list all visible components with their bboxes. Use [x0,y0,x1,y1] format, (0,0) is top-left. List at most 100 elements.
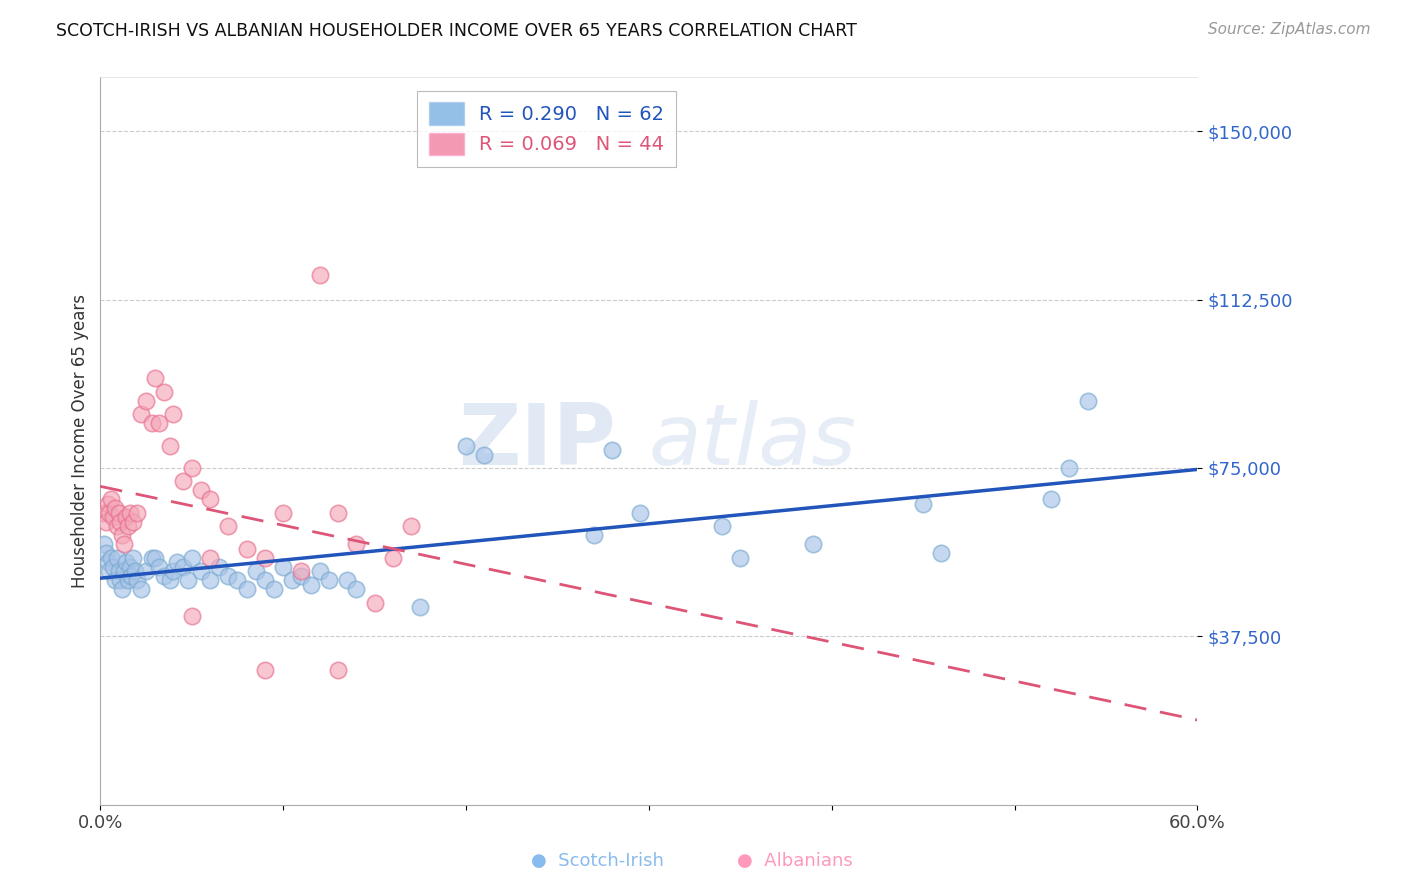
Point [104,501,127,516]
Point [135,564,157,578]
Point [253,663,276,677]
Point [122,515,145,529]
Point [299,578,322,592]
Point [472,448,495,462]
Point [162,407,184,421]
Point [281,573,304,587]
Point [177,573,200,587]
Point [100,550,122,565]
Point [235,541,257,556]
Point [97,555,120,569]
Point [111,528,134,542]
Point [271,559,294,574]
Point [180,461,202,475]
Point [217,519,239,533]
Point [308,564,330,578]
Y-axis label: Householder Income Over 65 years: Householder Income Over 65 years [72,294,89,588]
Point [263,582,285,597]
Point [730,550,752,565]
Point [235,582,257,597]
Text: ●  Scotch-Irish: ● Scotch-Irish [531,852,664,870]
Point [93,537,115,551]
Point [226,573,249,587]
Point [931,546,953,560]
Point [628,506,651,520]
Point [129,582,152,597]
Point [148,416,170,430]
Point [143,371,166,385]
Point [290,568,312,582]
Point [1077,393,1099,408]
Point [93,506,115,520]
Point [117,573,139,587]
Point [98,564,121,578]
Point [381,550,404,565]
Point [110,573,132,587]
Point [98,506,121,520]
Point [120,568,142,582]
Point [143,550,166,565]
Point [454,438,477,452]
Point [159,573,181,587]
Point [117,519,139,533]
Point [118,506,141,520]
Point [166,555,188,569]
Point [198,492,221,507]
Point [326,506,349,520]
Point [101,510,124,524]
Point [245,564,267,578]
Point [172,475,194,489]
Point [105,550,128,565]
Text: atlas: atlas [648,400,856,483]
Text: Source: ZipAtlas.com: Source: ZipAtlas.com [1208,22,1371,37]
Point [148,559,170,574]
Point [318,573,340,587]
Point [94,515,117,529]
Point [125,573,148,587]
Point [217,568,239,582]
Point [107,564,129,578]
Point [94,546,117,560]
Text: ●  Albanians: ● Albanians [737,852,852,870]
Point [172,559,194,574]
Point [107,506,129,520]
Point [308,268,330,282]
Point [135,393,157,408]
Point [290,564,312,578]
Point [912,497,935,511]
Point [208,559,231,574]
Point [112,564,135,578]
Point [153,384,176,399]
Point [711,519,734,533]
Point [125,506,148,520]
Text: ZIP: ZIP [458,400,616,483]
Point [803,537,825,551]
Point [180,550,202,565]
Point [253,550,276,565]
Point [141,550,163,565]
Point [271,506,294,520]
Point [180,609,202,624]
Point [344,582,367,597]
Point [122,550,145,565]
Point [159,438,181,452]
Point [326,663,349,677]
Point [115,510,138,524]
Point [105,519,128,533]
Point [582,528,605,542]
Point [115,555,138,569]
Point [100,492,122,507]
Point [190,564,212,578]
Point [129,407,152,421]
Point [101,559,124,574]
Point [153,568,176,582]
Point [198,573,221,587]
Text: SCOTCH-IRISH VS ALBANIAN HOUSEHOLDER INCOME OVER 65 YEARS CORRELATION CHART: SCOTCH-IRISH VS ALBANIAN HOUSEHOLDER INC… [56,22,858,40]
Point [112,537,135,551]
Point [111,582,134,597]
Point [253,573,276,587]
Point [1059,461,1081,475]
Point [118,559,141,574]
Point [600,443,623,458]
Point [104,573,127,587]
